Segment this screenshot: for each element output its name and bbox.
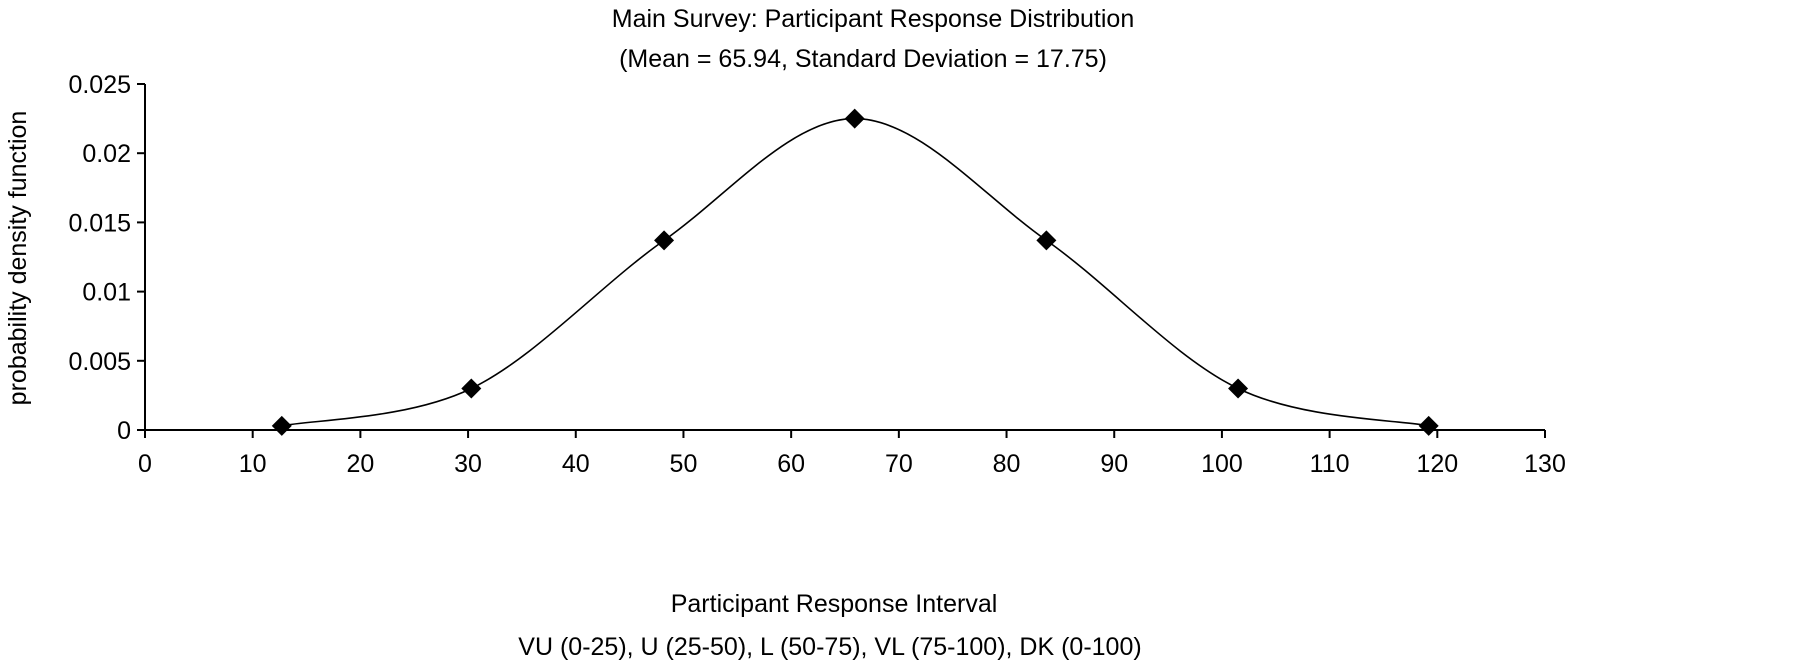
data-point-marker <box>461 378 482 399</box>
series-line <box>281 117 1429 427</box>
x-tick-label: 30 <box>454 450 482 478</box>
chart-title: Main Survey: Participant Response Distri… <box>612 5 1134 33</box>
data-point-marker <box>654 230 675 251</box>
x-tick-label: 80 <box>993 450 1021 478</box>
x-tick-label: 90 <box>1100 450 1128 478</box>
y-tick-label: 0.015 <box>68 209 131 237</box>
y-tick-label: 0 <box>117 417 131 445</box>
y-tick-label: 0.02 <box>82 140 131 168</box>
x-axis-label: Participant Response Interval <box>671 590 998 618</box>
chart-subtitle: (Mean = 65.94, Standard Deviation = 17.7… <box>619 45 1107 73</box>
x-tick-label: 0 <box>138 450 152 478</box>
x-tick-label: 100 <box>1201 450 1243 478</box>
data-point-marker <box>844 108 865 129</box>
x-axis-sublabel: VU (0-25), U (25-50), L (50-75), VL (75-… <box>518 633 1141 661</box>
x-tick-label: 40 <box>562 450 590 478</box>
x-tick-label: 130 <box>1524 450 1566 478</box>
x-tick-label: 60 <box>777 450 805 478</box>
x-tick-label: 70 <box>885 450 913 478</box>
y-tick-label: 0.01 <box>82 279 131 307</box>
x-tick-label: 10 <box>239 450 267 478</box>
data-point-marker <box>1228 378 1249 399</box>
data-point-marker <box>1418 415 1439 436</box>
y-axis-label: probability density function <box>4 111 32 406</box>
data-point-marker <box>1036 230 1057 251</box>
y-tick-label: 0.005 <box>68 348 131 376</box>
x-axis: 0 10 20 30 40 50 60 70 80 90 100 110 120 130 <box>138 429 1566 478</box>
x-tick-label: 50 <box>670 450 698 478</box>
y-tick-label: 0.025 <box>68 71 131 99</box>
x-tick-label: 20 <box>346 450 374 478</box>
x-tick-label: 110 <box>1310 450 1350 478</box>
data-point-marker <box>271 415 292 436</box>
y-axis: 0 0.005 0.01 0.015 0.02 0.025 <box>68 71 146 445</box>
plot-area <box>271 108 1439 436</box>
x-tick-label: 120 <box>1416 450 1458 478</box>
